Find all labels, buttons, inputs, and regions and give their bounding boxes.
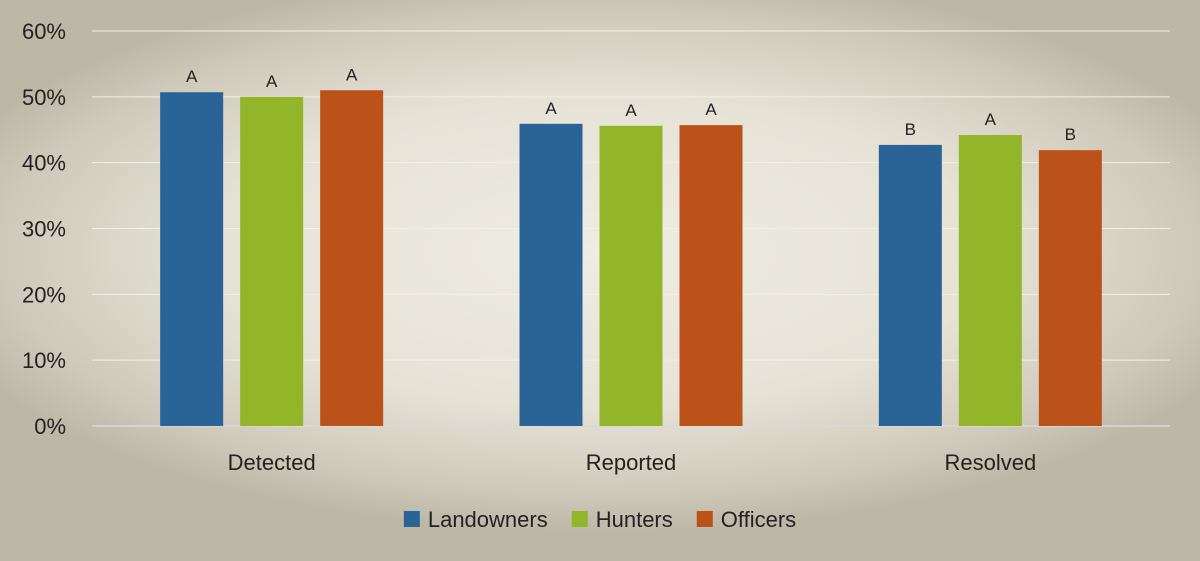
significance-label: B xyxy=(905,120,916,139)
significance-label: A xyxy=(705,100,717,119)
significance-label: A xyxy=(985,110,997,129)
bar xyxy=(160,92,224,426)
significance-label: A xyxy=(346,65,358,84)
y-tick-label: 20% xyxy=(22,282,66,307)
y-tick-label: 50% xyxy=(22,85,66,110)
x-category-label: Detected xyxy=(228,450,316,475)
x-axis: Detected Reported Resolved xyxy=(228,450,1037,475)
bar xyxy=(878,144,942,426)
x-category-label: Reported xyxy=(586,450,677,475)
x-category-label: Resolved xyxy=(944,450,1036,475)
y-tick-label: 10% xyxy=(22,348,66,373)
bars xyxy=(160,90,1102,427)
y-tick-label: 0% xyxy=(34,414,66,439)
bar xyxy=(240,96,304,426)
significance-label: A xyxy=(625,101,637,120)
y-tick-label: 60% xyxy=(22,19,66,44)
significance-label: A xyxy=(266,72,278,91)
significance-label: B xyxy=(1065,125,1076,144)
bar xyxy=(599,125,663,427)
bar xyxy=(679,125,743,427)
legend-label: Hunters xyxy=(596,507,673,532)
legend-swatch xyxy=(571,511,588,527)
bar xyxy=(1038,150,1102,427)
bar xyxy=(320,90,384,426)
legend-label: Officers xyxy=(721,507,796,532)
legend-swatch xyxy=(403,511,420,527)
legend-label: Landowners xyxy=(428,507,548,532)
significance-label: A xyxy=(545,99,557,118)
y-tick-label: 30% xyxy=(22,217,66,242)
y-axis: 0% 10% 20% 30% 40% 50% 60% xyxy=(22,19,66,439)
legend: Landowners Hunters Officers xyxy=(403,507,796,532)
bar xyxy=(519,123,583,426)
y-tick-label: 40% xyxy=(22,151,66,176)
significance-label: A xyxy=(186,67,198,86)
legend-swatch xyxy=(696,511,713,527)
bar xyxy=(958,135,1022,426)
significance-labels: A A A A A A B A B xyxy=(186,65,1076,144)
